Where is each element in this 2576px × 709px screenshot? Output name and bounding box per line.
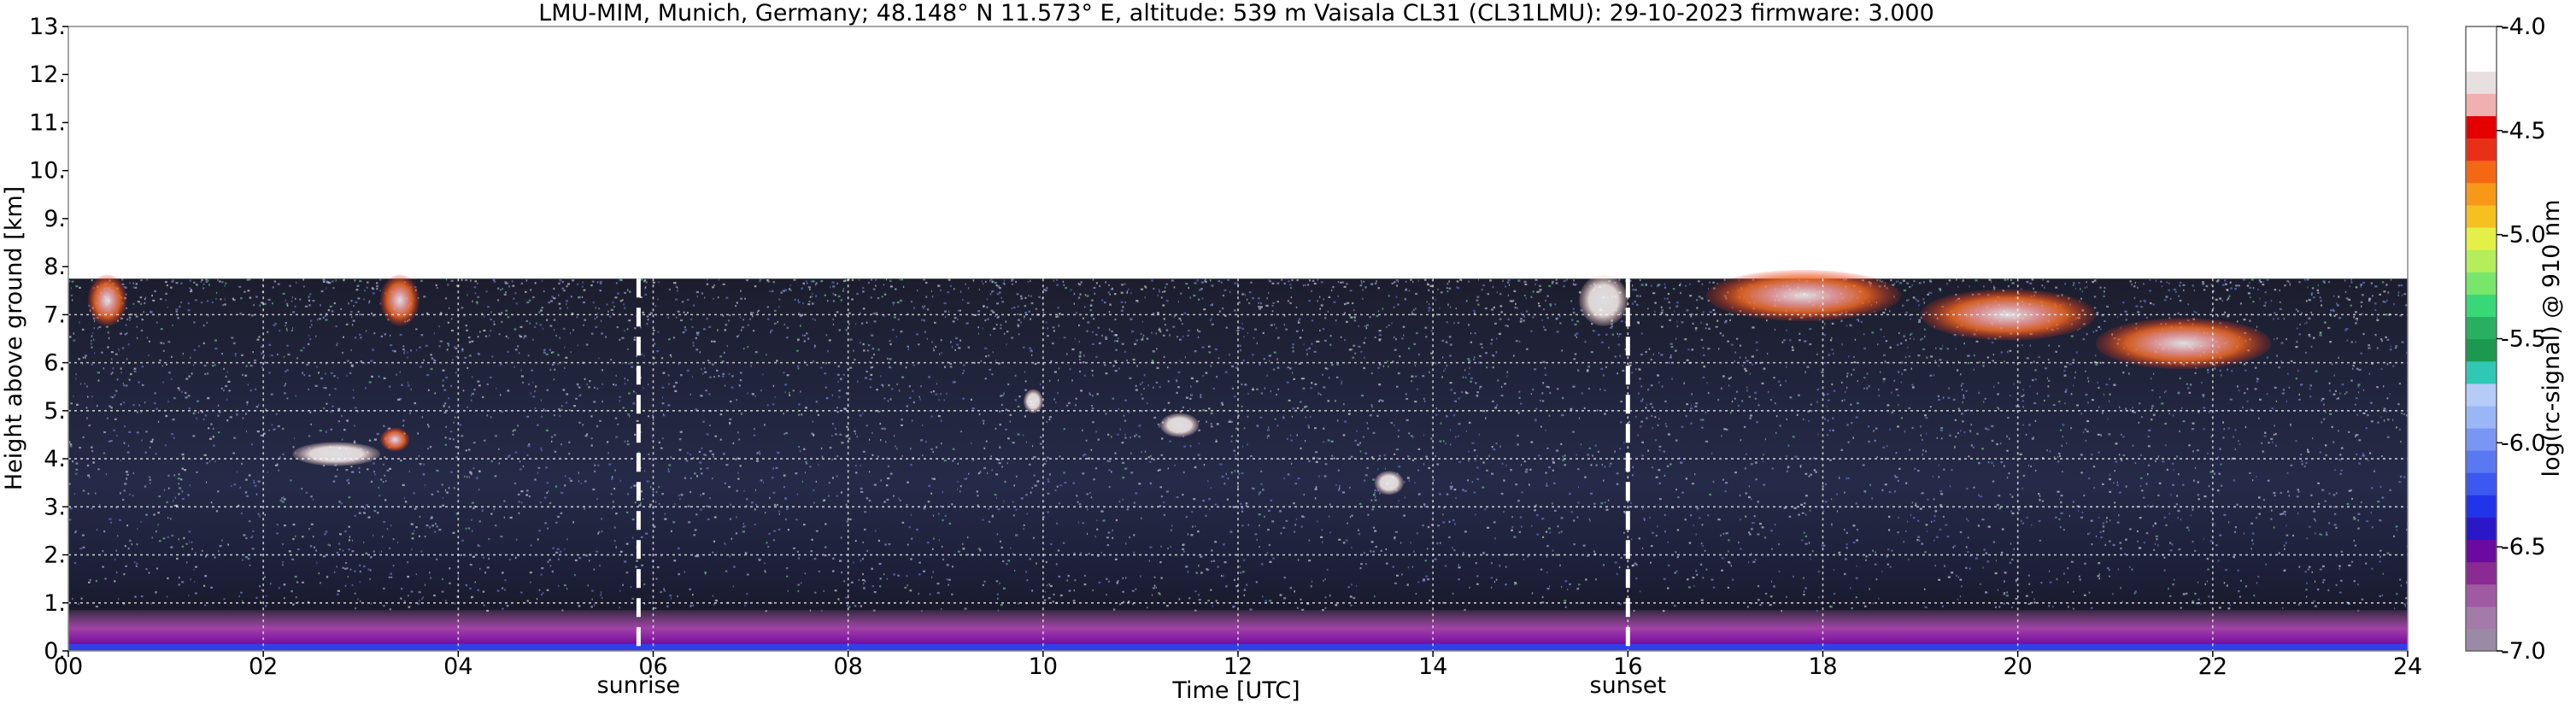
cloud-feature [1159, 413, 1200, 437]
cloud-feature [1024, 389, 1043, 413]
colorbar-segment [2466, 49, 2497, 72]
colorbar-tick-label: -4.5 [2501, 118, 2546, 144]
colorbar-segment [2466, 115, 2497, 139]
x-axis-label: Time [UTC] [1171, 677, 1300, 704]
cloud-feature [292, 442, 381, 466]
colorbar-segment [2466, 583, 2497, 607]
x-tick-label: 02 [249, 653, 278, 680]
chart-title: LMU-MIM, Munich, Germany; 48.148° N 11.5… [538, 0, 1934, 26]
x-tick-label: 12 [1223, 653, 1253, 680]
colorbar-segment [2466, 138, 2497, 161]
marker-label-sunrise: sunrise [597, 672, 681, 699]
colorbar-ticks: -7.0 -6.5 -6.0 -5.5 -5.0 -4.5 -4.0 [2497, 14, 2546, 665]
colorbar-tick-label: -4.0 [2501, 14, 2546, 40]
colorbar-segment [2466, 383, 2497, 407]
y-tick-label: 11. [29, 109, 66, 136]
colorbar-label: log(rc-signal) @ 910 nm [2538, 200, 2565, 478]
x-tick-label: 08 [833, 653, 862, 680]
colorbar-segment [2466, 360, 2497, 384]
grid-lines [68, 278, 2408, 651]
colorbar-tick-label: -7.0 [2501, 638, 2546, 665]
colorbar-segment [2466, 71, 2497, 94]
cloud-feature [380, 274, 420, 326]
y-tick-label: 2. [44, 542, 66, 569]
colorbar-segment [2466, 628, 2497, 652]
colorbar-tick-label: -6.5 [2501, 534, 2546, 560]
x-tick-label: 10 [1029, 653, 1058, 680]
x-tick-label: 00 [54, 653, 83, 680]
colorbar-segment [2466, 495, 2497, 518]
cloud-layers [87, 269, 2272, 495]
colorbar [2466, 26, 2497, 652]
colorbar-segment [2466, 561, 2497, 585]
colorbar-tick-label: -6.0 [2501, 430, 2546, 456]
y-tick-label: 9. [44, 206, 66, 232]
x-tick-label: 18 [1808, 653, 1837, 680]
colorbar-segment [2466, 539, 2497, 563]
colorbar-segment [2466, 316, 2497, 340]
cloud-feature [380, 427, 410, 452]
colorbar-segment [2466, 606, 2497, 630]
y-tick-label: 4. [44, 446, 66, 472]
y-tick-label: 7. [44, 302, 66, 328]
x-tick-label: 14 [1418, 653, 1447, 680]
x-tick-label: 20 [2003, 653, 2032, 680]
sun-markers: sunrise sunset [597, 278, 1667, 699]
cloud-feature [1705, 269, 1901, 321]
colorbar-segment [2466, 182, 2497, 206]
colorbar-segment [2466, 272, 2497, 295]
cloud-feature [2095, 318, 2272, 370]
x-tick-label: 06 [638, 653, 667, 680]
y-tick-label: 3. [44, 494, 66, 520]
y-tick-label: 13. [29, 14, 66, 40]
x-tick-label: 22 [2198, 653, 2227, 680]
y-axis-label: Height above ground [km] [1, 186, 27, 490]
y-tick-label: 5. [44, 398, 66, 425]
colorbar-segment [2466, 450, 2497, 473]
colorbar-segment [2466, 405, 2497, 429]
colorbar-segment [2466, 160, 2497, 184]
y-tick-label: 12. [29, 62, 66, 88]
colorbar-segment [2466, 338, 2497, 362]
colorbar-segment [2466, 226, 2497, 250]
y-tick-label: 10. [29, 158, 66, 185]
y-axis-ticks: 0. 1. 2. 3. 4. 5. 6. 7. 8. 9. 10. 11. 12. 13. [29, 14, 68, 665]
marker-label-sunset: sunset [1590, 672, 1667, 699]
surface-layer [68, 644, 2408, 651]
x-tick-label: 24 [2393, 653, 2422, 680]
colorbar-tick-label: -5.0 [2501, 222, 2546, 249]
colorbar-segment [2466, 427, 2497, 451]
x-axis-ticks: 00 02 04 06 08 10 12 14 16 18 20 22 24 [54, 651, 2422, 680]
y-tick-label: 0. [44, 638, 66, 665]
y-tick-label: 1. [44, 590, 66, 617]
x-tick-label: 04 [443, 653, 472, 680]
colorbar-segment [2466, 204, 2497, 228]
x-tick-label: 16 [1613, 653, 1642, 680]
y-tick-label: 6. [44, 350, 66, 377]
colorbar-segment [2466, 249, 2497, 272]
colorbar-tick-label: -5.5 [2501, 326, 2546, 353]
colorbar-segment [2466, 472, 2497, 495]
cloud-feature [87, 274, 127, 326]
colorbar-segment [2466, 93, 2497, 117]
colorbar-segment [2466, 517, 2497, 541]
colorbar-segment [2466, 26, 2497, 50]
y-tick-label: 8. [44, 254, 66, 280]
colorbar-segment [2466, 294, 2497, 317]
cloud-feature [1374, 471, 1404, 495]
cloud-feature [1579, 274, 1628, 326]
